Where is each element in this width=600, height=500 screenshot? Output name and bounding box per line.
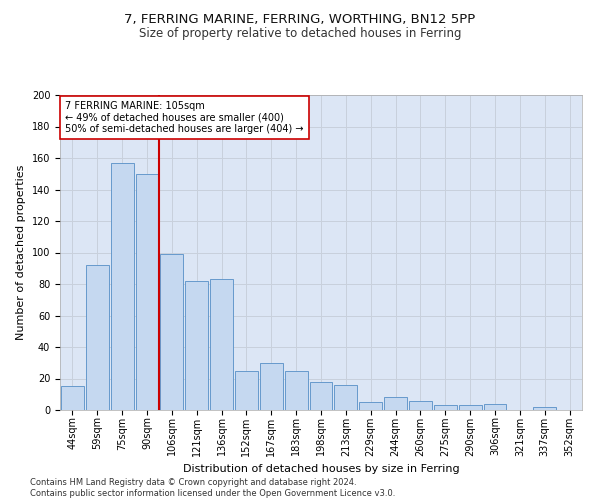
Bar (533, 407, 556, 410)
Bar (185, 281, 208, 410)
Text: 7, FERRING MARINE, FERRING, WORTHING, BN12 5PP: 7, FERRING MARINE, FERRING, WORTHING, BN… (124, 12, 476, 26)
Bar (484, 404, 506, 410)
Bar (359, 402, 382, 410)
Bar (384, 398, 407, 410)
Bar (409, 400, 432, 410)
Text: Size of property relative to detached houses in Ferring: Size of property relative to detached ho… (139, 28, 461, 40)
Bar (285, 370, 308, 410)
Bar (434, 406, 457, 410)
Bar (260, 363, 283, 410)
Bar (86, 265, 109, 410)
X-axis label: Distribution of detached houses by size in Ferring: Distribution of detached houses by size … (182, 464, 460, 474)
Bar (111, 162, 134, 410)
Y-axis label: Number of detached properties: Number of detached properties (16, 165, 26, 340)
Bar (160, 254, 183, 410)
Bar (310, 382, 332, 410)
Text: 7 FERRING MARINE: 105sqm
← 49% of detached houses are smaller (400)
50% of semi-: 7 FERRING MARINE: 105sqm ← 49% of detach… (65, 102, 304, 134)
Bar (459, 406, 482, 410)
Bar (136, 174, 158, 410)
Text: Contains HM Land Registry data © Crown copyright and database right 2024.
Contai: Contains HM Land Registry data © Crown c… (30, 478, 395, 498)
Bar (210, 280, 233, 410)
Bar (334, 385, 357, 410)
Bar (61, 386, 84, 410)
Bar (235, 370, 258, 410)
